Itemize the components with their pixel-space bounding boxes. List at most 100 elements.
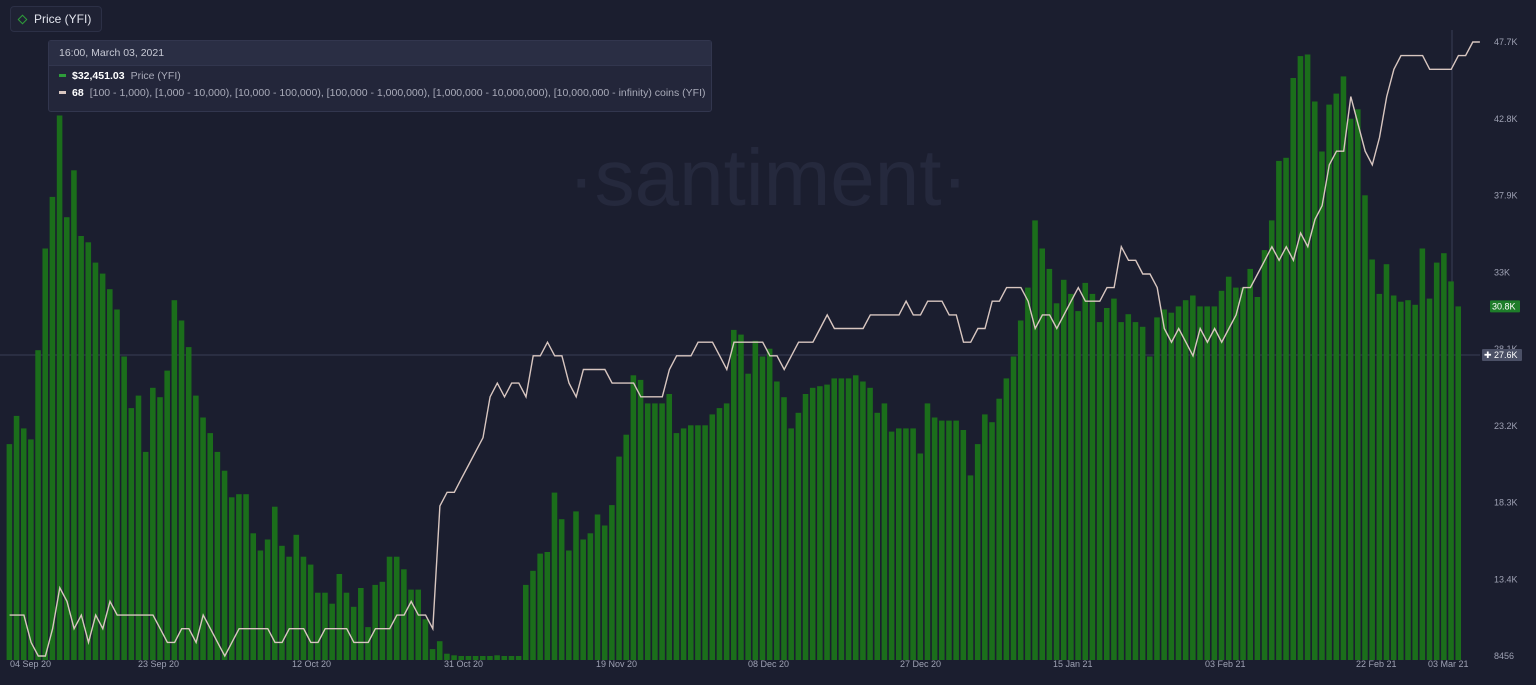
price-badge-label: 30.8K	[1492, 301, 1516, 311]
price-bar	[687, 425, 694, 660]
price-bar	[444, 653, 450, 660]
price-legend-toggle[interactable]: Price (YFI)	[10, 6, 103, 32]
price-bar	[1290, 78, 1297, 660]
price-bar	[494, 655, 500, 660]
price-bar	[1433, 262, 1440, 660]
price-bar	[544, 552, 551, 660]
price-bar	[623, 434, 629, 660]
y-tick-label: 18.3K	[1494, 498, 1518, 508]
price-bar	[279, 545, 285, 660]
price-bar	[236, 494, 242, 660]
price-bar	[1369, 259, 1375, 660]
price-bar	[788, 428, 794, 660]
price-bar	[107, 289, 113, 660]
price-bar	[953, 420, 959, 660]
price-bar	[1304, 54, 1311, 660]
price-bar	[989, 422, 995, 660]
price-bar	[1398, 301, 1404, 660]
price-bar	[1419, 248, 1426, 660]
price-bar	[99, 273, 106, 660]
price-bar	[974, 444, 981, 660]
price-bar	[56, 115, 63, 660]
price-bar	[566, 550, 572, 660]
price-bar	[967, 475, 974, 660]
price-bar	[13, 415, 20, 660]
price-bar	[71, 170, 77, 661]
price-bar	[644, 403, 651, 660]
price-bar	[630, 375, 637, 660]
price-bar	[680, 428, 687, 660]
price-bar	[558, 519, 565, 660]
price-bar	[451, 655, 457, 660]
price-bar	[1240, 287, 1246, 660]
price-bar	[774, 381, 780, 660]
price-bar	[795, 412, 802, 660]
x-tick-label: 23 Sep 20	[138, 659, 179, 669]
y-tick-label: 37.9K	[1494, 191, 1518, 201]
price-bar	[178, 320, 185, 660]
price-bar	[1197, 306, 1203, 660]
price-bar	[1261, 250, 1268, 660]
price-bar	[35, 350, 41, 660]
price-bar	[537, 553, 543, 660]
price-bar	[845, 378, 852, 660]
price-bar	[1218, 290, 1225, 660]
tooltip-price-row: $32,451.03 Price (YFI)	[49, 68, 711, 83]
price-bar	[1333, 93, 1340, 661]
y-tick-label: 33K	[1494, 267, 1510, 277]
tooltip: 16:00, March 03, 2021 $32,451.03 Price (…	[48, 40, 712, 112]
price-bar	[164, 370, 170, 660]
price-bar	[1182, 300, 1189, 660]
price-bar	[157, 397, 163, 660]
price-bar	[1268, 220, 1275, 660]
axis-badges: 30.8K ✚ 27.6K	[1482, 300, 1522, 361]
coins-swatch-icon	[59, 91, 66, 94]
price-bar	[343, 592, 350, 660]
y-tick-label: 13.4K	[1494, 574, 1518, 584]
price-bar	[1376, 293, 1383, 660]
price-bar	[193, 395, 199, 660]
price-bar	[128, 408, 135, 660]
price-bar	[1161, 309, 1167, 660]
price-bar	[1003, 378, 1010, 660]
price-bar	[587, 533, 594, 660]
price-bar	[408, 589, 414, 660]
price-bar	[1247, 268, 1253, 660]
price-bar	[982, 414, 988, 660]
price-bar	[422, 619, 429, 660]
price-bar	[1168, 312, 1175, 660]
price-bar	[738, 334, 744, 660]
price-bar	[673, 433, 680, 660]
price-bar	[1311, 101, 1318, 660]
price-bar	[1455, 306, 1461, 660]
price-bar	[1405, 300, 1411, 660]
price-bar	[1032, 220, 1038, 660]
price-bar	[759, 356, 766, 660]
price-bar	[910, 428, 916, 660]
coins-line	[9, 41, 1480, 658]
price-bar	[809, 387, 816, 660]
price-bar	[939, 420, 945, 660]
price-bar	[436, 641, 443, 660]
x-tick-label: 08 Dec 20	[748, 659, 789, 669]
price-bar	[752, 340, 759, 660]
x-tick-label: 03 Feb 21	[1205, 659, 1246, 669]
price-bar	[200, 417, 206, 660]
x-tick-label: 22 Feb 21	[1356, 659, 1397, 669]
price-bar	[508, 656, 515, 660]
price-bar	[358, 588, 364, 660]
x-tick-label: 12 Oct 20	[292, 659, 331, 669]
price-bar	[114, 309, 120, 660]
price-bar	[838, 378, 845, 660]
price-bar	[1010, 356, 1017, 660]
price-bar	[731, 329, 737, 660]
price-bar	[207, 433, 213, 660]
price-bar	[996, 398, 1002, 660]
price-bar	[1046, 268, 1053, 660]
price-bar	[293, 534, 300, 660]
price-bar	[336, 574, 343, 660]
price-bar	[1233, 287, 1239, 660]
x-tick-label: 19 Nov 20	[596, 659, 637, 669]
price-bar	[573, 511, 579, 660]
